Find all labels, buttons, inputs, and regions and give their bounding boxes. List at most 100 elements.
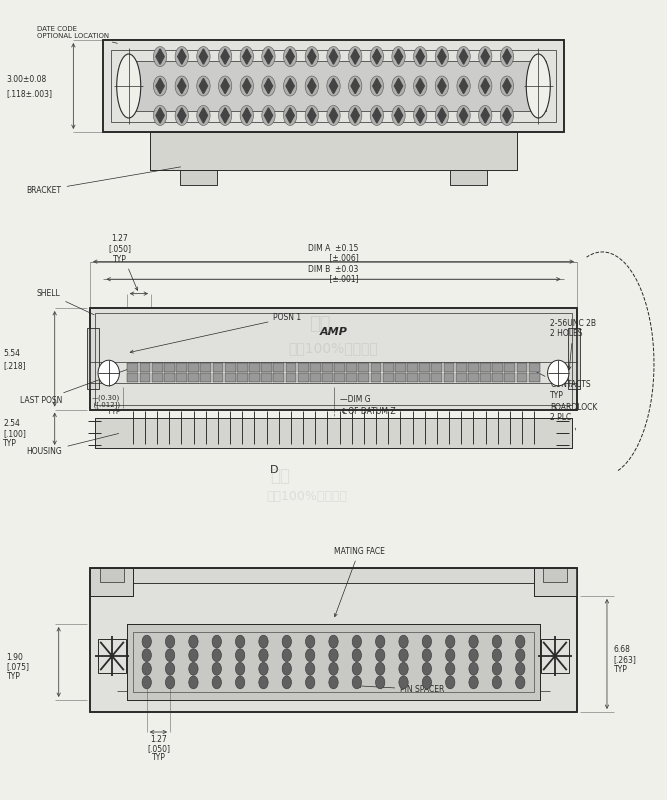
Bar (90, 568, 133, 596)
Bar (450, 170, 487, 185)
Ellipse shape (153, 106, 167, 126)
Ellipse shape (469, 676, 478, 689)
Ellipse shape (414, 46, 427, 66)
Polygon shape (416, 108, 424, 123)
Ellipse shape (392, 46, 406, 66)
Bar (133, 632, 534, 692)
Ellipse shape (469, 662, 478, 675)
Text: —(0.30): —(0.30) (92, 394, 120, 401)
Polygon shape (199, 49, 207, 64)
Ellipse shape (422, 676, 432, 689)
Ellipse shape (189, 635, 198, 648)
Text: DIM B  ±0.03: DIM B ±0.03 (308, 265, 359, 274)
Ellipse shape (189, 662, 198, 675)
Polygon shape (221, 49, 229, 64)
Text: TYP: TYP (151, 753, 165, 762)
Ellipse shape (370, 46, 384, 66)
Ellipse shape (376, 662, 385, 675)
Ellipse shape (446, 662, 455, 675)
Ellipse shape (414, 106, 427, 126)
Text: PIN SPACER: PIN SPACER (358, 685, 445, 694)
Ellipse shape (153, 46, 167, 66)
Bar (90, 568, 577, 712)
Bar (164, 362, 175, 372)
Bar (285, 362, 296, 372)
Ellipse shape (399, 662, 408, 675)
Bar (395, 373, 406, 382)
Bar (237, 362, 247, 372)
Text: MATING FACE: MATING FACE (334, 546, 384, 617)
Polygon shape (307, 49, 316, 64)
Ellipse shape (175, 106, 188, 126)
Bar (468, 373, 479, 382)
Text: [.218]: [.218] (3, 361, 26, 370)
Ellipse shape (392, 76, 406, 96)
Ellipse shape (329, 649, 338, 662)
Ellipse shape (218, 76, 232, 96)
Bar (492, 373, 503, 382)
Bar (103, 40, 564, 132)
Bar (346, 373, 357, 382)
Ellipse shape (261, 106, 275, 126)
Ellipse shape (240, 76, 253, 96)
Bar (133, 568, 534, 583)
Ellipse shape (259, 635, 268, 648)
Ellipse shape (259, 676, 268, 689)
Bar (407, 362, 418, 372)
Polygon shape (221, 108, 229, 123)
Text: TYP: TYP (614, 665, 628, 674)
Bar (395, 362, 406, 372)
Ellipse shape (422, 649, 432, 662)
Text: —DIM G: —DIM G (340, 395, 371, 405)
Polygon shape (286, 108, 294, 123)
Bar (517, 373, 528, 382)
Ellipse shape (218, 106, 232, 126)
Text: [.118±.003]: [.118±.003] (7, 90, 53, 98)
Ellipse shape (399, 676, 408, 689)
Text: BRACKET: BRACKET (27, 167, 181, 195)
Ellipse shape (259, 662, 268, 675)
Bar (322, 373, 333, 382)
Ellipse shape (376, 635, 385, 648)
Text: 电子100%实物拍摄: 电子100%实物拍摄 (266, 490, 348, 502)
Ellipse shape (352, 635, 362, 648)
Bar (133, 568, 534, 583)
Polygon shape (156, 78, 164, 94)
Text: [.050]: [.050] (147, 744, 170, 754)
Ellipse shape (352, 649, 362, 662)
Ellipse shape (305, 676, 315, 689)
Ellipse shape (282, 662, 291, 675)
Circle shape (98, 360, 119, 386)
Bar (480, 362, 491, 372)
Bar (200, 373, 211, 382)
Polygon shape (438, 78, 446, 94)
Bar (90, 568, 133, 596)
Bar (322, 362, 333, 372)
Ellipse shape (283, 106, 297, 126)
Bar (534, 568, 577, 596)
Bar (432, 373, 442, 382)
Bar (176, 373, 187, 382)
Bar (529, 362, 540, 372)
Ellipse shape (414, 76, 427, 96)
Ellipse shape (175, 46, 188, 66)
Ellipse shape (305, 76, 319, 96)
Ellipse shape (469, 635, 478, 648)
Ellipse shape (422, 662, 432, 675)
Bar (127, 373, 138, 382)
Ellipse shape (457, 76, 470, 96)
Bar (456, 362, 467, 372)
Ellipse shape (422, 635, 432, 648)
Polygon shape (503, 78, 511, 94)
Ellipse shape (329, 635, 338, 648)
Ellipse shape (283, 76, 297, 96)
Ellipse shape (457, 46, 470, 66)
Ellipse shape (348, 76, 362, 96)
Bar (95, 418, 572, 448)
Ellipse shape (435, 76, 448, 96)
Ellipse shape (197, 106, 210, 126)
Bar (111, 50, 556, 122)
Bar (504, 362, 516, 372)
Polygon shape (503, 49, 511, 64)
Ellipse shape (153, 76, 167, 96)
